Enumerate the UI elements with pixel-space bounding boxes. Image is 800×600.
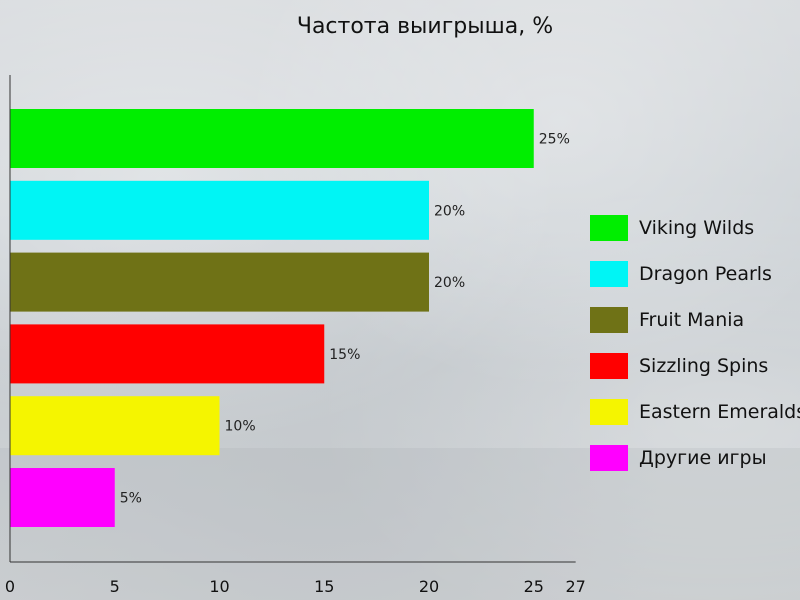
legend-item-eastern-emeralds: Eastern Emeralds [590,389,800,435]
legend-item-viking-wilds: Viking Wilds [590,205,795,251]
legend-swatch [590,215,628,241]
x-tick-label-27: 27 [565,577,585,596]
x-tick-label-25: 25 [524,577,544,596]
ticks-layer: 0 5 10 15 20 25 27 [5,577,586,596]
bars-layer [10,109,534,527]
data-label-eastern-emeralds: 10% [225,419,256,435]
x-tick-label-0: 0 [5,577,15,596]
bar-viking-wilds [10,109,534,168]
data-label-sizzling-spins: 15% [329,347,360,363]
data-label-другие-игры: 5% [120,491,142,507]
bar-sizzling-spins [10,324,325,384]
chart-title: Частота выигрыша, % [296,14,554,39]
legend-label: Sizzling Spins [639,355,769,377]
x-tick-label-20: 20 [419,577,439,596]
bar-fruit-mania [10,252,429,312]
legend-swatch [590,261,628,287]
legend-label: Eastern Emeralds [639,401,800,423]
legend-item-другие-игры: Другие игры [590,435,795,481]
legend-label: Viking Wilds [639,217,755,239]
legend-swatch [590,353,628,379]
axes-layer [9,75,576,563]
data-label-fruit-mania: 20% [434,275,465,291]
legend-label: Dragon Pearls [639,263,772,285]
legend-label: Fruit Mania [639,309,745,331]
legend-label: Другие игры [639,447,767,469]
data-label-dragon-pearls: 20% [434,203,465,219]
bar-другие-игры [10,468,115,527]
legend-item-fruit-mania: Fruit Mania [590,297,795,343]
legend-swatch [590,307,628,333]
x-tick-label-15: 15 [314,577,334,596]
labels-layer: 25% 20% 20% 15% 10% 5% [120,132,570,507]
bar-dragon-pearls [10,180,429,240]
bar-eastern-emeralds [10,396,220,456]
x-tick-label-10: 10 [209,577,229,596]
legend-item-sizzling-spins: Sizzling Spins [590,343,795,389]
chart-legend: Viking Wilds Dragon Pearls Fruit Mania Sizz… [590,205,800,481]
legend-swatch [590,445,628,471]
data-label-viking-wilds: 25% [539,132,570,148]
legend-item-dragon-pearls: Dragon Pearls [590,251,795,297]
x-tick-label-5: 5 [110,577,120,596]
legend-swatch [590,399,628,425]
